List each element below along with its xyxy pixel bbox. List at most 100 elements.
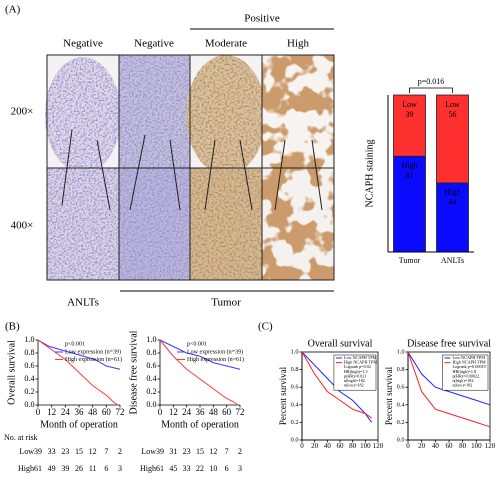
risk-count: 33 [183,464,191,473]
y-axis-label: Disease free survival [128,330,139,414]
survival-curve [159,339,241,370]
risk-count: 2 [238,447,242,456]
segment-value: 39 [406,110,414,119]
risk-count: 6 [104,464,108,473]
y-tick-label: 0.4 [397,401,406,408]
y-tick-label: 1.0 [146,335,156,344]
x-tick-label: 0 [406,442,410,450]
bar-segment [436,182,469,253]
x-tick-label: 48 [209,407,219,417]
risk-count: 22 [196,464,204,473]
legend-label: High NCAPH TPM [344,360,377,365]
x-axis-label: Month of operation [161,419,239,430]
annotation: p<0.001 [187,341,207,347]
x-tick-label: 24 [182,407,192,417]
row-label: 200× [11,106,34,118]
x-tick-label: 120 [485,442,496,450]
risk-count: 12 [89,447,97,456]
x-tick-label: 100 [360,442,371,450]
x-tick-label: 80 [349,442,357,450]
x-tick-label: 120 [373,442,384,450]
legend-label: High NCAPH TPM [452,360,485,365]
chart-title: Disease free survival [407,338,491,349]
panel-label: (C) [258,321,273,333]
y-tick-label: 0.4 [291,401,300,408]
y-tick-label: 0.8 [291,366,299,373]
risk-count: 23 [183,447,191,456]
column-label: Moderate [205,38,247,50]
annotation: p<0.001 [65,341,85,347]
risk-count: 39 [156,447,164,456]
legend-box [442,354,489,391]
risk-row-label: High [18,464,34,473]
bar-segment [436,94,469,184]
legend-label: High expression (n=61) [187,356,244,363]
panel-label: (B) [5,321,20,333]
column-label: High [287,38,310,50]
legend-note: Logrank p=0.02 [344,364,371,369]
risk-count: 12 [209,447,217,456]
y-tick-label: 0.2 [146,387,156,396]
column-label: Negative [134,38,174,50]
y-axis-label: NCAPH staining [364,139,375,207]
survival-curve [407,351,491,406]
x-tick-label: 60 [102,407,112,417]
legend-box [333,354,377,391]
x-tick-label: 48 [88,407,98,417]
x-axis-label: Month of operation [40,419,118,430]
segment-name: High [402,161,418,170]
legend-note: n(high)=182 [452,378,473,383]
risk-count: 6 [225,464,229,473]
column-label: Negative [63,38,103,50]
risk-count: 10 [209,464,217,473]
risk-count: 11 [89,464,97,473]
legend-note: n(low)=182 [452,383,472,388]
group-label: ANLTs [67,297,99,309]
y-tick-label: 0.0 [397,436,405,443]
segment-name: Low [402,100,417,109]
significance-bracket [409,87,453,93]
bar-segment [393,94,426,157]
y-tick-label: 0.4 [146,374,156,383]
y-tick-label: 0.2 [24,387,34,396]
x-tick-label: 60 [337,442,345,450]
legend-label: Low NCAPH TPM [344,355,377,360]
legend-note: p(HR)=0.021 [344,373,366,378]
survival-curve [301,351,372,419]
y-tick-label: 0.0 [146,400,156,409]
survival-curve [407,351,491,428]
group-header: Positive [244,13,280,25]
risk-title: No. at risk [4,433,38,442]
risk-count: 7 [225,447,229,456]
y-tick-label: 1.0 [397,348,405,355]
x-tick-label: 60 [446,442,454,450]
chart-title: Overall survival [308,338,373,349]
risk-count: 39 [61,464,69,473]
x-tick-label: 0 [300,442,304,450]
risk-count: 2 [118,447,122,456]
y-axis-label: Percent survival [384,366,394,425]
legend-note: n(low)=182 [344,383,364,388]
y-tick-label: 0.2 [291,419,299,426]
x-tick-label: 36 [75,407,85,417]
legend-note: Logrank p=0.00019 [452,364,485,369]
legend-note: n(high)=182 [344,378,365,383]
y-tick-label: 1.0 [291,348,299,355]
x-tick-label: 40 [324,442,332,450]
y-tick-label: 0.0 [291,436,299,443]
y-tick-label: 0.6 [291,384,299,391]
y-tick-label: 0.8 [24,348,34,357]
panel-label: (A) [5,4,21,16]
risk-row-label: Low [19,447,34,456]
x-tick-label: Tumor [399,256,421,265]
micrographs [45,54,335,281]
x-tick-label: 0 [158,407,163,417]
group-label: Tumor [211,297,241,309]
risk-count: 61 [156,464,164,473]
x-tick-label: 100 [471,442,482,450]
x-tick-label: 72 [116,407,125,417]
segment-value: 56 [449,110,457,119]
bar-segment [393,155,426,253]
y-tick-label: 0.2 [397,419,405,426]
